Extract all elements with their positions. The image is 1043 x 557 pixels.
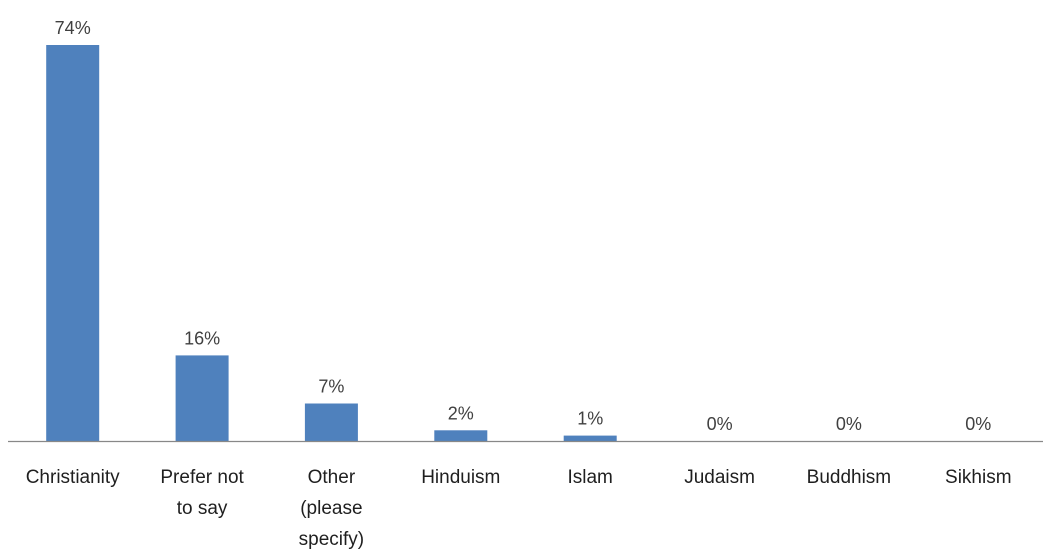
data-label-other-please-specify: 7% — [318, 377, 344, 397]
data-labels-group: 74% 16% 7% 2% 1% 0% 0% 0% — [55, 18, 992, 434]
category-label-sikhism: Sikhism — [945, 467, 1012, 488]
category-label-christianity: Christianity — [26, 467, 120, 488]
data-label-buddhism: 0% — [836, 414, 862, 434]
data-label-judaism: 0% — [707, 414, 733, 434]
bar-hinduism — [434, 430, 488, 441]
bar-islam — [563, 435, 617, 441]
bar-prefer-not-to-say — [175, 355, 229, 441]
data-label-christianity: 74% — [55, 18, 91, 38]
category-labels-group: Christianity Prefer not to say Other (please… — [26, 467, 1012, 550]
bars-group — [46, 45, 617, 441]
category-label-judaism: Judaism — [684, 467, 755, 488]
data-label-hinduism: 2% — [448, 403, 474, 423]
data-label-islam: 1% — [577, 409, 603, 429]
data-label-sikhism: 0% — [965, 414, 991, 434]
category-label-prefer-not-to-say: Prefer not to say — [160, 467, 244, 519]
category-label-hinduism: Hinduism — [421, 467, 500, 488]
category-label-other-please-specify: Other (please specify) — [299, 467, 364, 550]
data-label-prefer-not-to-say: 16% — [184, 328, 220, 348]
bar-christianity — [46, 45, 100, 441]
category-label-islam: Islam — [567, 467, 612, 488]
category-label-buddhism: Buddhism — [807, 467, 892, 488]
bar-other-please-specify — [304, 403, 358, 441]
